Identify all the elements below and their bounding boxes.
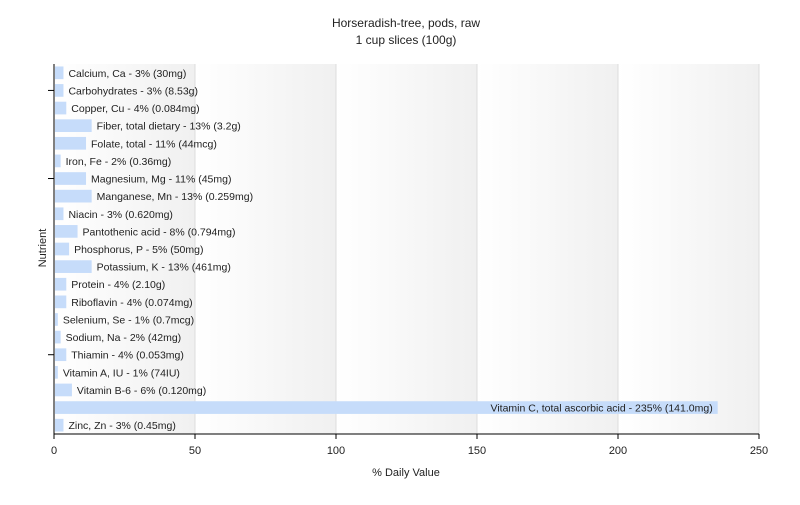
bar [55,119,92,133]
bar-label: Fiber, total dietary - 13% (3.2g) [97,121,241,133]
plot-band [195,64,336,434]
bar [55,66,64,80]
bar-label: Carbohydrates - 3% (8.53g) [68,85,198,97]
bar-label: Riboflavin - 4% (0.074mg) [71,297,192,309]
x-axis-label: % Daily Value [372,467,440,479]
bar-label: Zinc, Zn - 3% (0.45mg) [68,420,175,432]
bar-label: Iron, Fe - 2% (0.36mg) [66,156,172,168]
x-tick-label: 200 [609,445,627,457]
x-tick-label: 150 [468,445,486,457]
bar-label: Calcium, Ca - 3% (30mg) [68,68,186,80]
bar [55,84,64,97]
bar [55,207,64,221]
plot-band [477,64,618,434]
bar [55,136,87,150]
bar-label: Vitamin A, IU - 1% (74IU) [63,367,180,379]
bar [55,172,87,185]
bar-label: Phosphorus, P - 5% (50mg) [74,244,203,256]
bar-label: Thiamin - 4% (0.053mg) [71,350,184,362]
bar [55,365,58,379]
bar [55,348,67,362]
bar-label: Vitamin C, total ascorbic acid - 235% (1… [491,403,713,415]
plot-background [54,64,759,434]
bar-label: Sodium, Na - 2% (42mg) [66,332,182,344]
bar-label: Pantothenic acid - 8% (0.794mg) [83,226,236,238]
bar [55,383,72,397]
bar [55,313,58,326]
bar-label: Copper, Cu - 4% (0.084mg) [71,103,199,115]
plot-band [336,64,477,434]
bar-label: Niacin - 3% (0.620mg) [68,209,172,221]
bar [55,189,92,203]
x-tick-label: 50 [189,445,201,457]
plot-band [618,64,759,434]
bar-label: Selenium, Se - 1% (0.7mcg) [63,314,194,326]
bar [55,277,67,291]
bar [55,295,67,309]
bar-label: Magnesium, Mg - 11% (45mg) [91,174,231,186]
grid-lines [194,64,760,434]
x-axis-ticks: 0 50 100 150 200 250 [51,434,768,457]
bar [55,418,64,432]
x-tick-label: 250 [750,445,768,457]
bar-label: Manganese, Mn - 13% (0.259mg) [97,191,253,203]
chart-subtitle: 1 cup slices (100g) [356,33,457,47]
bar [55,330,61,344]
x-tick-label: 100 [327,445,345,457]
bar-label: Folate, total - 11% (44mcg) [91,138,217,150]
x-tick-label: 0 [51,445,57,457]
y-axis-label: Nutrient [37,229,49,268]
bar [55,101,67,115]
bar-label: Potassium, K - 13% (461mg) [97,262,231,274]
bar [55,260,92,273]
axes [48,64,759,435]
chart-title: Horseradish-tree, pods, raw [332,16,480,30]
bars-group: Calcium, Ca - 3% (30mg) Carbohydrates - 3… [55,66,718,432]
bar [55,225,78,238]
bar [55,154,61,168]
bar [55,242,70,256]
bar-label: Vitamin B-6 - 6% (0.120mg) [77,385,206,397]
bar-label: Protein - 4% (2.10g) [71,279,165,291]
bar [55,401,718,414]
